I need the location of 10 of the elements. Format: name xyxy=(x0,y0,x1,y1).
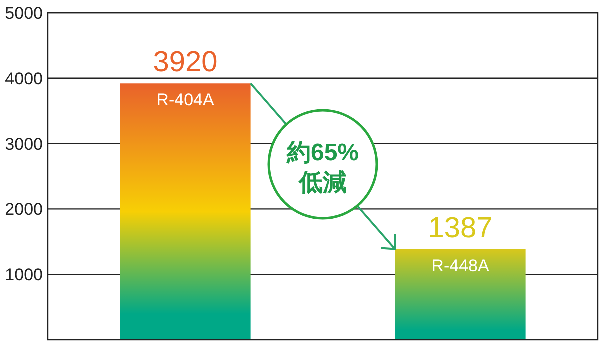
x-tick-label: R-448A xyxy=(432,256,490,276)
y-tick-label: 2000 xyxy=(5,200,43,220)
x-tick-label: R-404A xyxy=(156,90,215,110)
y-tick-label: 1000 xyxy=(5,266,43,285)
y-tick-label: 5000 xyxy=(5,4,43,23)
data-label: 3920 xyxy=(153,46,218,79)
annotation: 約65%低減 xyxy=(286,139,360,196)
y-tick-label: 3000 xyxy=(5,134,43,154)
data-label: 1387 xyxy=(428,212,493,244)
y-tick-label: 4000 xyxy=(5,69,43,88)
